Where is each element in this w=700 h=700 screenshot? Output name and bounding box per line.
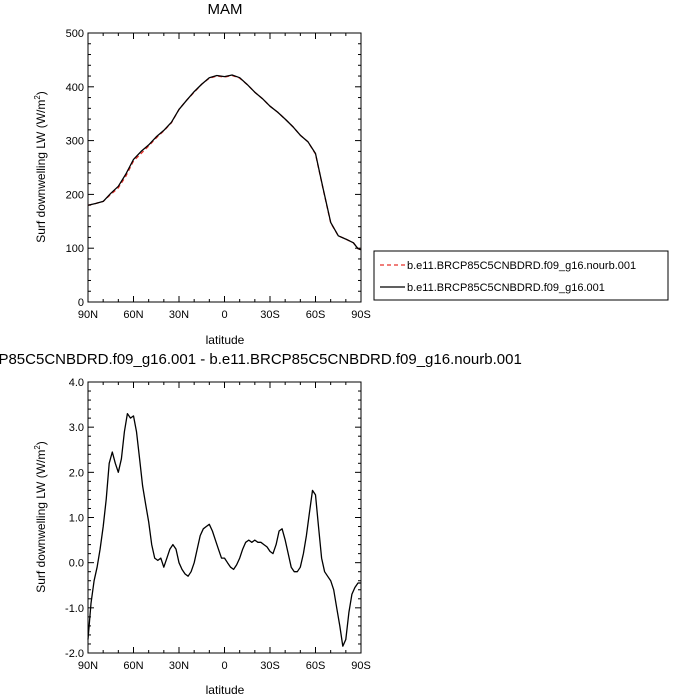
top-title: MAM [208,1,243,18]
bottom-y-axis-label: Surf downwelling LW (W/m2) [33,441,48,593]
bottom-title: b.e11.BRCP85C5CNBDRD.f09_g16.001 - b.e11… [0,351,522,368]
legend-label-nourb: b.e11.BRCP85C5CNBDRD.f09_g16.nourb.001 [407,260,636,272]
x-tick-label: 30N [169,309,189,321]
y-tick-label: 200 [66,189,84,201]
y-tick-label: 1.0 [69,513,84,525]
x-tick-label: 90S [351,660,371,672]
y-tick-label: 3.0 [69,422,84,434]
bottom-y-axis-label-superscript: 2 [33,445,42,450]
top-series-lines [87,74,362,251]
y-tick-label: 0 [78,297,84,309]
bottom-x-axis-label: latitude [206,683,245,697]
bottom-panel: b.e11.BRCP85C5CNBDRD.f09_g16.001 - b.e11… [0,351,522,697]
y-tick-label: 500 [66,28,84,40]
top-y-axis-label-main: Surf downwelling LW (W/m [34,100,48,243]
top-axis-ticks [87,32,362,303]
y-tick-label: 400 [66,82,84,94]
bottom-series-lines [87,412,361,647]
x-tick-label: 60N [123,660,143,672]
x-tick-label: 60S [306,309,326,321]
top-panel: MAM 0 100 200 300 400 500 90N 60N 30N 0 30S 60S 90S… [33,1,371,347]
x-tick-label: 90N [78,309,98,321]
x-tick-label: 30N [169,660,189,672]
y-tick-label: -2.0 [65,648,84,660]
legend-label-urb: b.e11.BRCP85C5CNBDRD.f09_g16.001 [407,282,605,294]
y-tick-label: 4.0 [69,377,84,389]
x-tick-label: 0 [221,309,227,321]
top-y-tick-labels: 0 100 200 300 400 500 [66,28,84,309]
bottom-y-axis-label-main: Surf downwelling LW (W/m [34,450,48,593]
y-tick-label: -1.0 [65,603,84,615]
x-tick-label: 90S [351,309,371,321]
top-y-axis-label-close: ) [34,91,48,95]
bottom-y-tick-labels: -2.0 -1.0 0.0 1.0 2.0 3.0 4.0 [65,377,84,660]
bottom-axis-ticks [87,381,362,654]
top-x-axis-label: latitude [206,333,245,347]
x-tick-label: 60N [123,309,143,321]
y-tick-label: 300 [66,136,84,148]
y-tick-label: 100 [66,243,84,255]
top-y-axis-label: Surf downwelling LW (W/m2) [33,91,48,243]
x-tick-label: 90N [78,660,98,672]
top-x-tick-labels: 90N 60N 30N 0 30S 60S 90S [78,309,371,321]
bottom-y-axis-label-close: ) [34,441,48,445]
x-tick-label: 0 [221,660,227,672]
x-tick-label: 60S [306,660,326,672]
legend: b.e11.BRCP85C5CNBDRD.f09_g16.nourb.001 b… [373,250,669,301]
x-tick-label: 30S [260,660,280,672]
series-line-0-1 [87,74,362,251]
y-tick-label: 0.0 [69,558,84,570]
y-tick-label: 2.0 [69,467,84,479]
bottom-x-tick-labels: 90N 60N 30N 0 30S 60S 90S [78,660,371,672]
series-line-1-0 [87,412,361,647]
x-tick-label: 30S [260,309,280,321]
legend-box [373,250,669,301]
bottom-plot-frame [87,381,362,654]
series-line-0-0 [87,74,362,251]
top-y-axis-label-superscript: 2 [33,95,42,100]
